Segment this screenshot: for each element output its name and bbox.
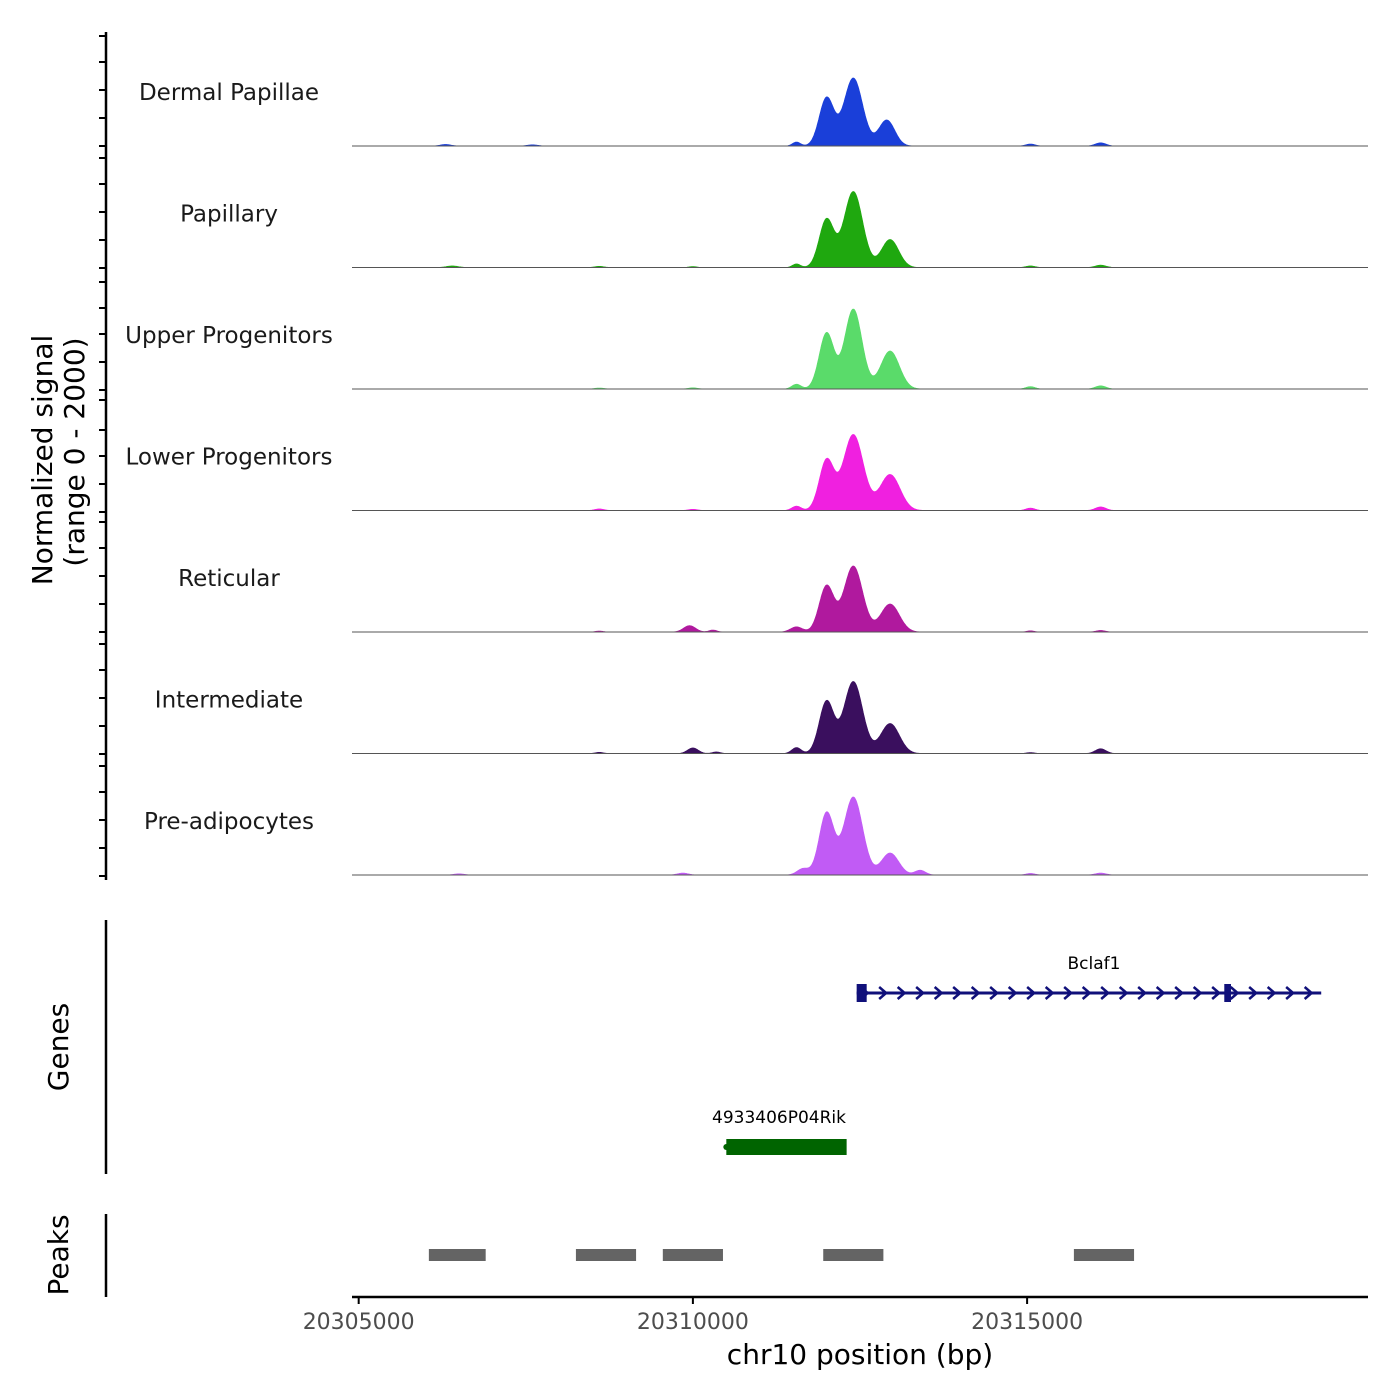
track-lower-progenitors: Lower Progenitors — [126, 434, 1368, 511]
strand-arrow — [989, 986, 1000, 1000]
strand-arrow — [1285, 986, 1296, 1000]
track-upper-progenitors: Upper Progenitors — [125, 308, 1368, 390]
track-label: Pre-adipocytes — [144, 809, 314, 835]
gene-4933406p04rik: 4933406P04Rik — [712, 1108, 847, 1155]
signal-tracks: Dermal Papillae Papillary Upper Progenitor… — [125, 77, 1368, 876]
peak-region — [662, 1249, 723, 1261]
strand-arrow — [1081, 986, 1092, 1000]
gene-exon — [726, 1139, 847, 1155]
signal-area — [352, 77, 1368, 147]
signal-y-axis-title-line1: Normalized signal — [26, 335, 59, 586]
peak-region — [1073, 1249, 1135, 1261]
strand-arrow — [915, 986, 926, 1000]
signal-y-axis-title-line2: (range 0 - 2000) — [58, 337, 91, 566]
signal-area — [352, 308, 1368, 390]
strand-arrow — [1248, 986, 1259, 1000]
gene-exon — [856, 984, 867, 1002]
strand-arrow — [878, 986, 889, 1000]
x-axis-title: chr10 position (bp) — [727, 1338, 993, 1371]
peak-region — [575, 1249, 637, 1261]
strand-arrow — [1137, 986, 1148, 1000]
signal-area — [352, 796, 1368, 876]
gene-annotations: Bclaf1 4933406P04Rik — [712, 954, 1322, 1155]
x-tick-label: 20305000 — [303, 1310, 415, 1335]
strand-arrow — [1303, 986, 1314, 1000]
strand-arrow — [1192, 986, 1203, 1000]
gene-exon — [1224, 984, 1231, 1002]
signal-area — [352, 434, 1368, 511]
x-tick-label: 20315000 — [971, 1310, 1083, 1335]
strand-arrow — [1211, 986, 1222, 1000]
track-label: Dermal Papillae — [139, 80, 319, 106]
signal-area — [352, 681, 1368, 754]
strand-arrow — [1174, 986, 1185, 1000]
peak-region — [823, 1249, 884, 1261]
track-label: Intermediate — [155, 688, 303, 714]
track-label: Papillary — [180, 202, 278, 228]
track-dermal-papillae: Dermal Papillae — [139, 77, 1368, 147]
track-label: Reticular — [178, 566, 280, 592]
signal-area — [352, 191, 1368, 268]
strand-arrow — [1100, 986, 1111, 1000]
strand-arrow — [1063, 986, 1074, 1000]
strand-arrow — [952, 986, 963, 1000]
strand-arrow — [1118, 986, 1129, 1000]
strand-arrow — [1044, 986, 1055, 1000]
strand-arrow — [1266, 986, 1277, 1000]
peak-region — [428, 1249, 486, 1261]
track-label: Lower Progenitors — [126, 445, 333, 471]
track-papillary: Papillary — [180, 191, 1368, 268]
signal-y-axis — [99, 32, 108, 880]
signal-area — [352, 565, 1368, 633]
gene-label: 4933406P04Rik — [712, 1108, 846, 1128]
gene-start-marker — [723, 1144, 730, 1150]
track-label: Upper Progenitors — [125, 323, 333, 349]
strand-arrow — [1026, 986, 1037, 1000]
strand-arrow — [1229, 986, 1240, 1000]
track-reticular: Reticular — [178, 565, 1368, 633]
strand-arrow — [896, 986, 907, 1000]
strand-arrow — [1155, 986, 1166, 1000]
genes-panel-title: Genes — [42, 1003, 75, 1091]
strand-arrow — [933, 986, 944, 1000]
x-tick-label: 20310000 — [637, 1310, 749, 1335]
peaks-panel-title: Peaks — [42, 1214, 75, 1295]
track-pre-adipocytes: Pre-adipocytes — [144, 796, 1368, 876]
strand-arrow — [1007, 986, 1018, 1000]
gene-bclaf1: Bclaf1 — [856, 954, 1322, 1002]
x-axis: 20305000 20310000 20315000 — [303, 1295, 1368, 1335]
strand-arrow — [970, 986, 981, 1000]
gene-label: Bclaf1 — [1068, 954, 1121, 974]
peak-regions — [428, 1249, 1135, 1261]
track-intermediate: Intermediate — [155, 681, 1368, 754]
